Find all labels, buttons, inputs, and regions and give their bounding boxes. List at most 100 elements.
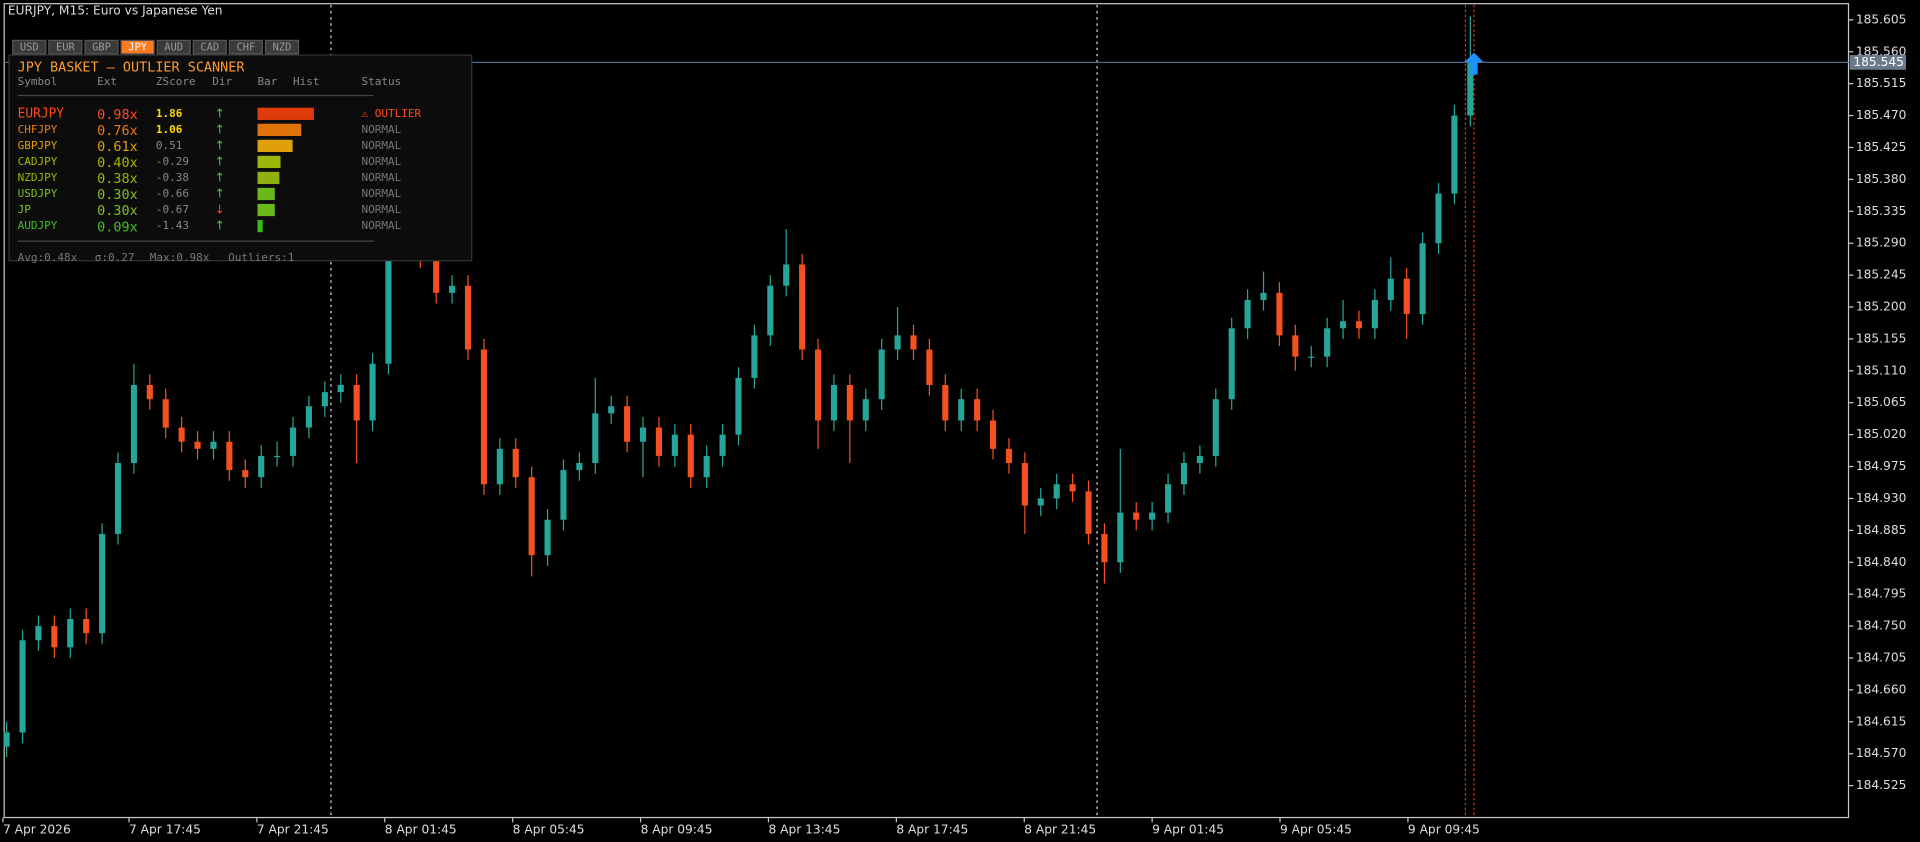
candle-body xyxy=(751,335,758,378)
candle-body xyxy=(974,399,981,421)
symbol: NZDJPY xyxy=(18,171,58,184)
candle-body xyxy=(1149,512,1156,520)
candle-body xyxy=(353,385,360,421)
candle-body xyxy=(1085,491,1092,534)
candle-body xyxy=(305,406,312,428)
x-tick-label: 8 Apr 05:45 xyxy=(513,822,585,836)
candle-body xyxy=(1324,328,1331,357)
bid-label: 185.545 xyxy=(1853,55,1904,69)
tab xyxy=(156,39,191,55)
tab-label: CHF xyxy=(237,42,256,54)
candle-body xyxy=(1308,356,1315,358)
candle-body xyxy=(1467,62,1474,116)
direction: ↑ xyxy=(215,154,225,168)
direction: ↑ xyxy=(215,106,225,120)
candle-body xyxy=(592,413,599,464)
ext-bar xyxy=(257,139,293,153)
x-tick-label: 8 Apr 09:45 xyxy=(641,822,713,836)
candle-body xyxy=(194,441,201,449)
ext-bar xyxy=(257,155,281,169)
y-tick-label: 185.605 xyxy=(1856,12,1907,26)
candle-body xyxy=(878,349,885,400)
column-header: ZScore xyxy=(156,75,196,88)
x-tick-label: 9 Apr 01:45 xyxy=(1152,822,1224,836)
y-tick-label: 184.525 xyxy=(1856,778,1907,792)
candle-body xyxy=(862,399,869,421)
tab-label: JPY xyxy=(128,42,148,54)
candle-body xyxy=(1196,455,1203,464)
column-header: Symbol xyxy=(18,75,58,88)
candle-body xyxy=(258,455,265,478)
ext: 0.40x xyxy=(97,156,137,171)
ext-bar xyxy=(257,171,280,185)
zscore: 1.86 xyxy=(156,107,183,120)
y-tick-label: 184.570 xyxy=(1856,746,1907,760)
y-tick-label: 184.795 xyxy=(1856,587,1907,601)
candle-body xyxy=(1164,484,1172,513)
candle-body xyxy=(1069,484,1076,492)
candle-body xyxy=(433,257,440,293)
candle-body xyxy=(799,264,806,350)
candle-body xyxy=(67,618,74,648)
tab-label: USD xyxy=(20,42,39,54)
tab xyxy=(264,39,300,55)
scanner-panel: JPY BASKET — OUTLIER SCANNER USD EUR GBP JP… xyxy=(8,39,473,264)
x-tick-label: 7 Apr 21:45 xyxy=(257,822,329,836)
y-tick-label: 185.155 xyxy=(1856,331,1907,345)
candle-body xyxy=(1005,448,1013,464)
direction: ↑ xyxy=(215,122,225,136)
bid-label-box xyxy=(1849,55,1907,70)
status: NORMAL xyxy=(362,171,402,184)
y-tick-label: 185.110 xyxy=(1856,363,1907,377)
y-tick-label: 184.885 xyxy=(1856,523,1907,537)
column-header: Bar xyxy=(258,75,278,88)
y-tick-label: 184.750 xyxy=(1856,619,1907,633)
column-header: Hist xyxy=(293,75,319,88)
tab xyxy=(120,39,155,55)
candle-body xyxy=(783,264,790,286)
candle-body xyxy=(1212,399,1219,456)
candle-body xyxy=(830,385,838,421)
y-tick-label: 185.245 xyxy=(1856,268,1907,282)
direction: ↑ xyxy=(215,170,225,184)
candle-body xyxy=(226,441,233,471)
symbol: EURJPY xyxy=(18,106,65,121)
column-header: Status xyxy=(362,75,402,88)
x-tick-label: 7 Apr 2026 xyxy=(3,822,71,836)
ext: 0.30x xyxy=(97,204,137,219)
tab xyxy=(192,39,227,55)
candle-body xyxy=(767,285,774,336)
ext: 0.76x xyxy=(97,124,137,139)
zscore: -0.66 xyxy=(156,187,189,200)
zscore: 1.06 xyxy=(156,123,183,136)
candle-body xyxy=(1133,512,1140,520)
candle-body xyxy=(1371,299,1378,329)
y-tick-label: 185.290 xyxy=(1856,236,1907,250)
tab-label: GBP xyxy=(92,42,111,54)
candle-body xyxy=(3,732,10,747)
candle-body xyxy=(894,335,901,350)
symbol: AUDJPY xyxy=(18,219,58,232)
candle-body xyxy=(639,427,647,442)
candle-body xyxy=(210,441,217,449)
direction: ↑ xyxy=(215,186,225,200)
y-tick-label: 184.930 xyxy=(1856,491,1907,505)
candle-body xyxy=(1021,463,1028,506)
tab-label: NZD xyxy=(273,42,292,54)
tab xyxy=(84,39,119,55)
candle-body xyxy=(544,519,551,556)
candle-body xyxy=(162,399,169,428)
x-tick-label: 8 Apr 01:45 xyxy=(385,822,457,836)
ext-bar xyxy=(257,187,275,201)
y-tick-label: 185.515 xyxy=(1856,76,1907,90)
candle-body xyxy=(512,448,519,478)
candle-body xyxy=(83,618,90,634)
candle-body xyxy=(624,406,631,442)
candle-body xyxy=(480,349,487,485)
zscore: -0.29 xyxy=(156,155,189,168)
candle-body xyxy=(1101,533,1108,563)
candle-body xyxy=(989,420,997,449)
candle-body xyxy=(19,640,26,733)
ext-bar xyxy=(257,107,314,120)
candle-body xyxy=(1037,498,1044,506)
